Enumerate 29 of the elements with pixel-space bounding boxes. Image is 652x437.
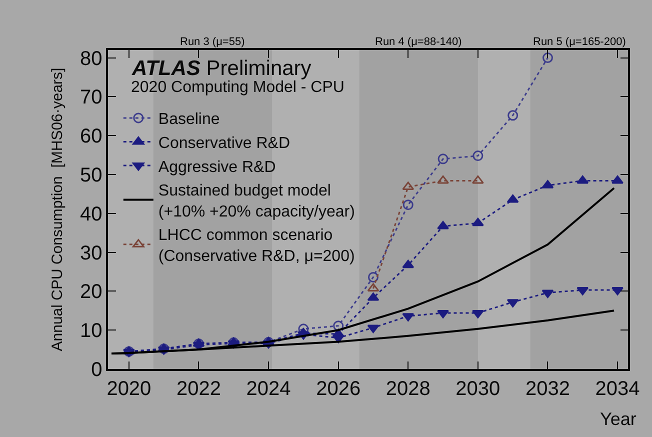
y-tick-label: 20 — [80, 281, 102, 304]
y-tick-label: 0 — [91, 359, 102, 381]
y-axis-title: Annual CPU Consumption [MHS06·years] — [48, 68, 66, 352]
y-tick-label: 30 — [80, 242, 102, 264]
band-label: Run 5 (μ=165-200) — [533, 36, 626, 48]
y-tick-label: 60 — [80, 126, 102, 148]
text: 2020 Computing Model - CPU — [131, 79, 344, 96]
chart-title: ATLAS Preliminary — [131, 57, 312, 80]
x-tick-label: 2022 — [176, 378, 221, 400]
x-tick-label: 2030 — [456, 378, 500, 400]
y-tick-label: 70 — [80, 86, 102, 109]
legend-label: Baseline — [158, 111, 220, 128]
y-tick-label: 10 — [80, 320, 102, 342]
legend-label: LHCC common scenario (Conservative R&D, μ=200) — [158, 227, 355, 265]
y-tick-label: 80 — [80, 48, 102, 70]
x-tick-label: 2024 — [246, 378, 291, 400]
legend-label: Aggressive R&D — [158, 158, 276, 176]
x-tick-label: 2026 — [316, 378, 361, 400]
x-tick-label: 2034 — [595, 378, 640, 400]
y-tick-label: 50 — [80, 164, 102, 186]
legend-label: Conservative R&D — [158, 134, 290, 152]
y-tick-label: 40 — [80, 203, 102, 226]
band-label: Run 4 (μ=88-140) — [375, 36, 462, 48]
x-tick-label: 2028 — [386, 378, 430, 400]
legend-label: Sustained budget model (+10% +20% capacity/year) — [158, 182, 355, 220]
x-axis-title: Year — [600, 409, 636, 429]
x-tick-label: 2032 — [525, 378, 570, 400]
x-tick-label: 2020 — [106, 378, 152, 400]
band-label: Run 3 (μ=55) — [180, 36, 245, 48]
